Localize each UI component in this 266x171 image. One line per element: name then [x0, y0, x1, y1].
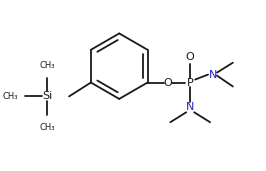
Text: O: O [186, 52, 195, 62]
Text: N: N [186, 102, 194, 112]
Text: CH₃: CH₃ [39, 61, 55, 70]
Text: CH₃: CH₃ [39, 123, 55, 132]
Text: Si: Si [42, 91, 52, 101]
Text: N: N [209, 70, 217, 80]
Text: P: P [187, 77, 194, 88]
Text: CH₃: CH₃ [3, 92, 18, 101]
Text: O: O [163, 77, 172, 88]
